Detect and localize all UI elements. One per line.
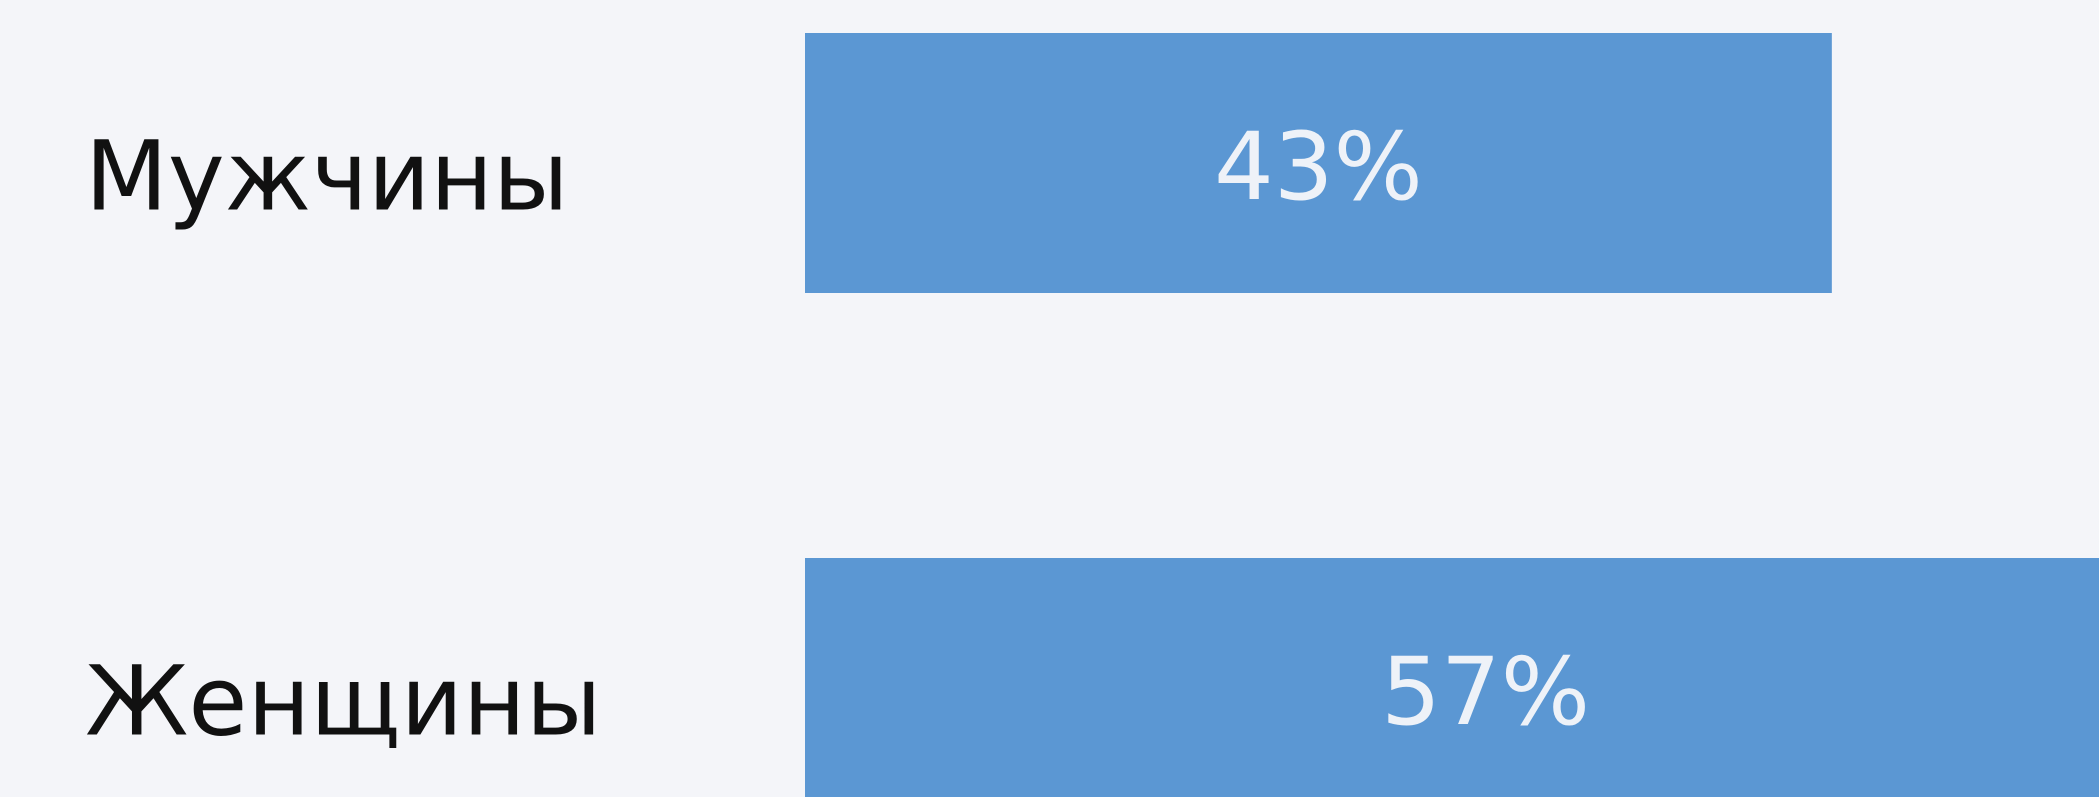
bar <box>805 33 1832 293</box>
bar <box>805 558 2099 797</box>
category-label: Мужчины <box>85 120 569 232</box>
category-label: Женщины <box>85 645 602 757</box>
value-label: 43% <box>1214 113 1423 222</box>
value-label: 57% <box>1381 638 1590 747</box>
